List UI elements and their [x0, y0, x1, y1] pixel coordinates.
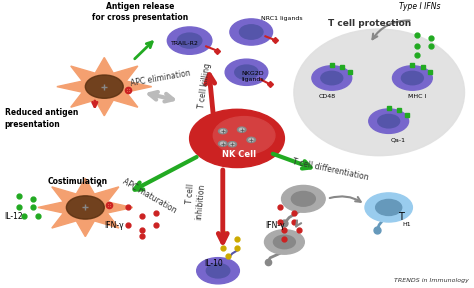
Ellipse shape [235, 65, 258, 79]
Text: for cross presentation: for cross presentation [91, 14, 188, 22]
Ellipse shape [321, 71, 343, 85]
Text: Antigen release: Antigen release [106, 2, 174, 11]
Ellipse shape [219, 128, 227, 134]
Ellipse shape [247, 137, 255, 143]
Ellipse shape [292, 192, 315, 206]
Ellipse shape [219, 141, 227, 146]
Text: H1: H1 [402, 222, 410, 228]
Ellipse shape [401, 71, 423, 85]
Ellipse shape [225, 59, 268, 85]
Ellipse shape [282, 185, 325, 212]
Text: T cell killing: T cell killing [197, 62, 212, 109]
Text: Costimulation: Costimulation [47, 177, 108, 186]
Text: TRAIL-R2: TRAIL-R2 [171, 41, 199, 46]
Text: Reduced antigen: Reduced antigen [5, 108, 78, 118]
Text: CD48: CD48 [319, 94, 336, 99]
Ellipse shape [375, 200, 401, 215]
Ellipse shape [294, 29, 465, 156]
Polygon shape [57, 58, 152, 116]
Text: IL-10: IL-10 [204, 259, 223, 268]
Ellipse shape [312, 66, 352, 90]
Text: T: T [398, 213, 404, 222]
Ellipse shape [230, 19, 273, 45]
Text: NK Cell: NK Cell [222, 150, 256, 159]
Text: T cell protection: T cell protection [328, 19, 411, 28]
Ellipse shape [167, 27, 212, 54]
Ellipse shape [237, 127, 246, 132]
Ellipse shape [220, 142, 225, 145]
Ellipse shape [206, 264, 230, 278]
Text: NKG2D
ligands: NKG2D ligands [242, 71, 264, 82]
Text: T cell differentiation: T cell differentiation [292, 157, 369, 182]
Text: Type I IFNs: Type I IFNs [399, 2, 441, 11]
Ellipse shape [369, 109, 409, 133]
Ellipse shape [239, 128, 244, 131]
Ellipse shape [239, 25, 263, 39]
Ellipse shape [66, 196, 104, 219]
Ellipse shape [220, 130, 225, 132]
Text: TRENDS in Immunology: TRENDS in Immunology [394, 278, 469, 283]
Text: IFN-γ: IFN-γ [104, 221, 124, 230]
Text: IFN-γ: IFN-γ [265, 221, 285, 230]
Ellipse shape [190, 109, 284, 168]
Text: T cell
inhibition: T cell inhibition [184, 183, 206, 221]
Ellipse shape [177, 33, 202, 48]
Text: IL-12: IL-12 [5, 212, 23, 221]
Text: APC maturation: APC maturation [121, 177, 178, 215]
Ellipse shape [264, 230, 304, 254]
Ellipse shape [230, 143, 235, 146]
Ellipse shape [249, 139, 254, 141]
Ellipse shape [228, 142, 237, 147]
Polygon shape [38, 178, 133, 236]
Text: APC elimination: APC elimination [129, 69, 191, 88]
Ellipse shape [392, 66, 432, 90]
Ellipse shape [378, 114, 400, 128]
Text: NRC1 ligands: NRC1 ligands [261, 16, 302, 22]
Ellipse shape [365, 193, 412, 222]
Text: presentation: presentation [5, 120, 61, 129]
Ellipse shape [213, 117, 275, 154]
Text: Qa-1: Qa-1 [391, 137, 406, 142]
Ellipse shape [197, 258, 239, 284]
Ellipse shape [85, 75, 123, 98]
Text: MHC I: MHC I [408, 94, 426, 99]
Ellipse shape [273, 235, 295, 249]
